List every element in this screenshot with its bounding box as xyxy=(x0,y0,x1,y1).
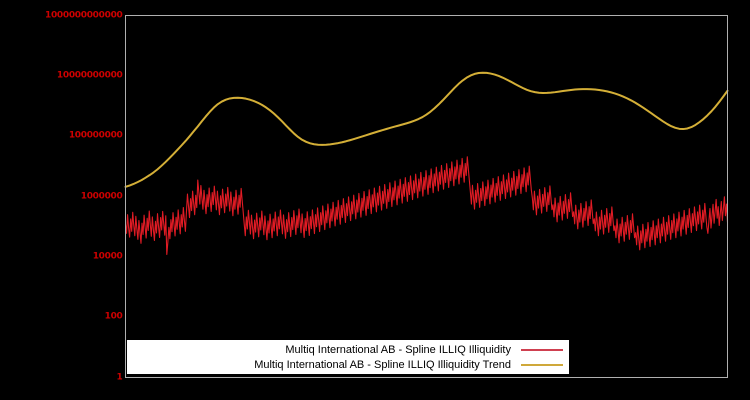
legend-color-swatch xyxy=(521,348,563,351)
y-axis-tick-label: 1000000 xyxy=(80,191,123,201)
series-layer xyxy=(124,71,729,255)
y-axis-tick-label: 100 xyxy=(104,311,123,322)
series-trend-line xyxy=(124,71,729,188)
series-illiquidity-line xyxy=(124,156,729,255)
y-axis-tick-label: 100000000 xyxy=(68,130,123,141)
y-axis-tick-label: 1000000000000 xyxy=(44,10,123,20)
y-axis-tick-label: 1 xyxy=(116,372,123,382)
legend-label: Multiq International AB - Spline ILLIQ I… xyxy=(285,343,511,356)
chart-legend: Multiq International AB - Spline ILLIQ I… xyxy=(126,339,570,375)
legend-color-swatch xyxy=(521,363,563,366)
legend-entry: Multiq International AB - Spline ILLIQ I… xyxy=(127,357,569,372)
y-axis-tick-label: 10000 xyxy=(92,251,123,262)
y-axis-tick-label: 10000000000 xyxy=(56,70,123,81)
legend-label: Multiq International AB - Spline ILLIQ I… xyxy=(254,358,511,371)
legend-entry: Multiq International AB - Spline ILLIQ I… xyxy=(127,342,569,357)
plot-frame xyxy=(125,15,728,378)
